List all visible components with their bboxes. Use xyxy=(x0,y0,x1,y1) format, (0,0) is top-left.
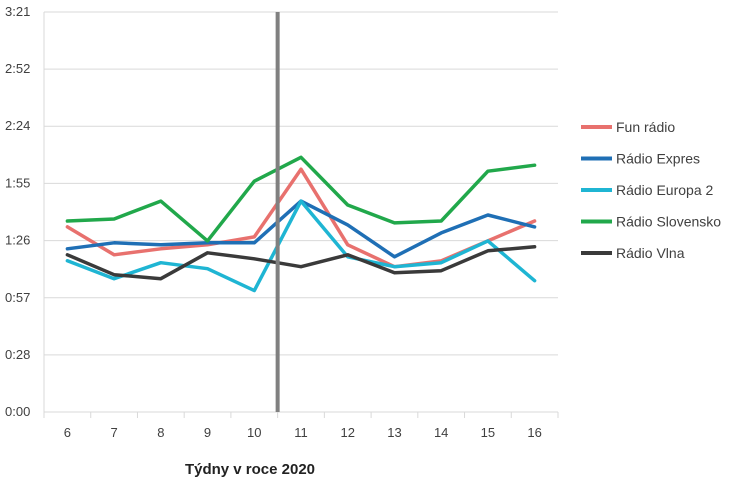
x-tick-label: 8 xyxy=(157,425,164,440)
x-tick-label: 6 xyxy=(64,425,71,440)
legend-label: Rádio Expres xyxy=(616,151,700,167)
series-line-4 xyxy=(65,245,537,281)
x-axis-ticks: 6 7 8 9 10 11 12 13 14 15 16 xyxy=(43,412,559,440)
x-tick-label: 10 xyxy=(247,425,261,440)
x-tick-label: 14 xyxy=(434,425,448,440)
legend-label: Fun rádio xyxy=(616,119,675,135)
grid-lines xyxy=(43,11,558,413)
legend: Fun rádio Rádio Expres Rádio Europa 2 Rádio… xyxy=(581,119,721,261)
x-axis-title: Týdny v roce 2020 xyxy=(185,461,315,478)
x-tick-label: 13 xyxy=(387,425,401,440)
y-tick-label: 2:24 xyxy=(5,118,30,133)
series-line-3 xyxy=(65,155,537,243)
x-tick-label: 11 xyxy=(294,425,308,440)
y-axis-ticks: 0:00 0:28 0:57 1:26 1:55 2:24 2:52 3:21 xyxy=(5,4,30,419)
x-tick-label: 12 xyxy=(340,425,354,440)
x-tick-label: 7 xyxy=(110,425,117,440)
x-tick-label: 16 xyxy=(527,425,541,440)
x-tick-label: 15 xyxy=(481,425,495,440)
legend-label: Rádio Europa 2 xyxy=(616,182,714,198)
y-tick-label: 3:21 xyxy=(5,4,30,19)
series-line-2 xyxy=(65,199,537,293)
x-tick-label: 9 xyxy=(204,425,211,440)
y-tick-label: 0:28 xyxy=(5,347,30,362)
legend-label: Rádio Slovensko xyxy=(616,214,721,230)
y-tick-label: 0:00 xyxy=(5,404,30,419)
y-tick-label: 1:26 xyxy=(5,233,30,248)
legend-label: Rádio Vlna xyxy=(616,245,685,261)
series-lines xyxy=(65,155,537,293)
y-tick-label: 1:55 xyxy=(5,175,30,190)
y-tick-label: 0:57 xyxy=(5,290,30,305)
y-tick-label: 2:52 xyxy=(5,61,30,76)
